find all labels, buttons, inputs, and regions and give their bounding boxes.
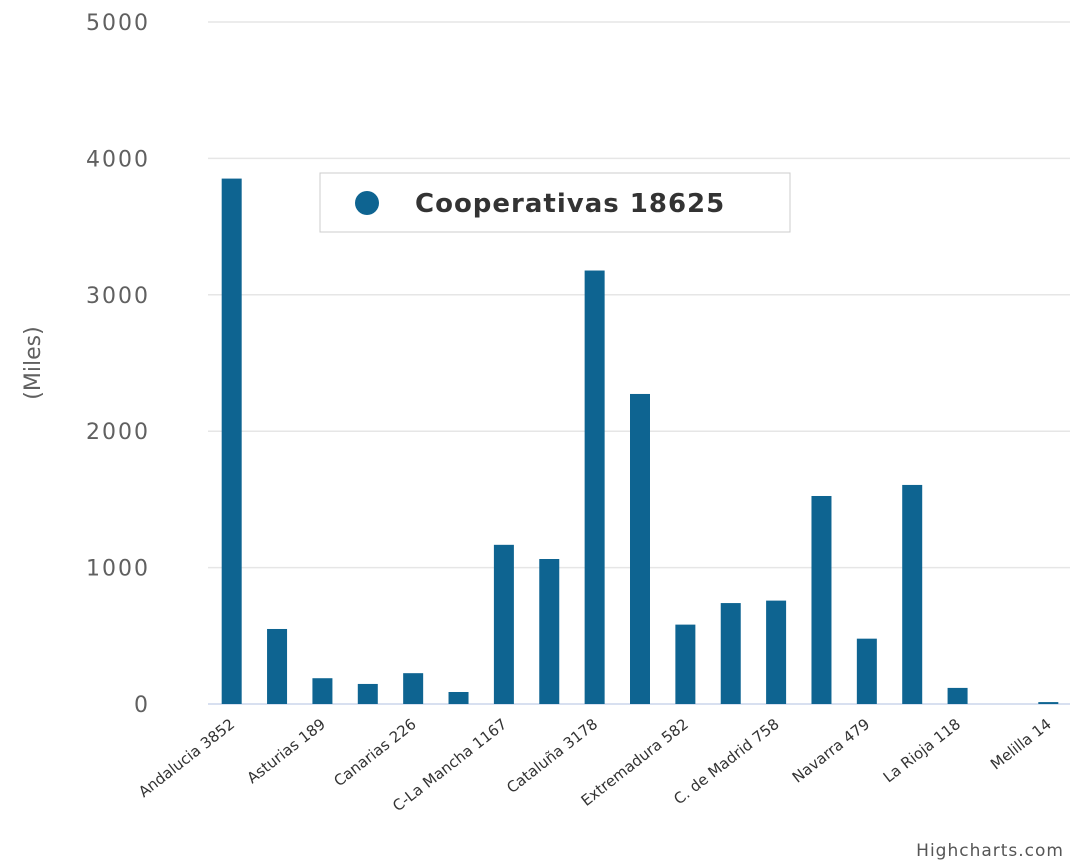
y-tick-label: 4000 (86, 147, 150, 172)
y-tick-label: 3000 (86, 284, 150, 309)
bar (584, 270, 605, 704)
bar (221, 178, 242, 704)
y-tick-label: 2000 (86, 420, 150, 445)
bar (493, 544, 514, 704)
legend-label: Cooperativas 18625 (415, 189, 725, 219)
bar (267, 628, 288, 704)
bar (766, 600, 787, 704)
bar (811, 495, 832, 704)
bar (312, 678, 333, 704)
bar (947, 687, 968, 704)
y-tick-label: 5000 (86, 11, 150, 36)
legend-box (319, 172, 791, 233)
bar (902, 484, 923, 704)
bar (675, 624, 696, 704)
bar (539, 559, 560, 704)
x-tick-label: Andalucia 3852 (135, 715, 238, 801)
x-tick-label: Melilla 14 (987, 715, 1055, 773)
x-tick-label: Navarra 479 (789, 715, 873, 787)
x-tick-label: Asturias 189 (244, 715, 329, 787)
x-tick-label: Canarias 226 (330, 715, 419, 790)
x-tick-label: La Rioja 118 (880, 715, 964, 786)
x-tick-label: Cataluña 3178 (503, 715, 601, 797)
y-axis-label: (Miles) (21, 326, 46, 399)
bar (720, 603, 741, 704)
legend: Cooperativas 18625 (319, 172, 791, 233)
legend-swatch (355, 191, 379, 215)
bar (856, 638, 877, 704)
y-tick-label: 0 (134, 693, 150, 718)
credit: Highcharts.com (916, 841, 1064, 861)
bar (1038, 702, 1059, 704)
bar (448, 691, 469, 704)
bar (630, 393, 650, 704)
bar (403, 673, 424, 704)
bar (357, 683, 378, 704)
y-tick-label: 1000 (86, 557, 150, 582)
